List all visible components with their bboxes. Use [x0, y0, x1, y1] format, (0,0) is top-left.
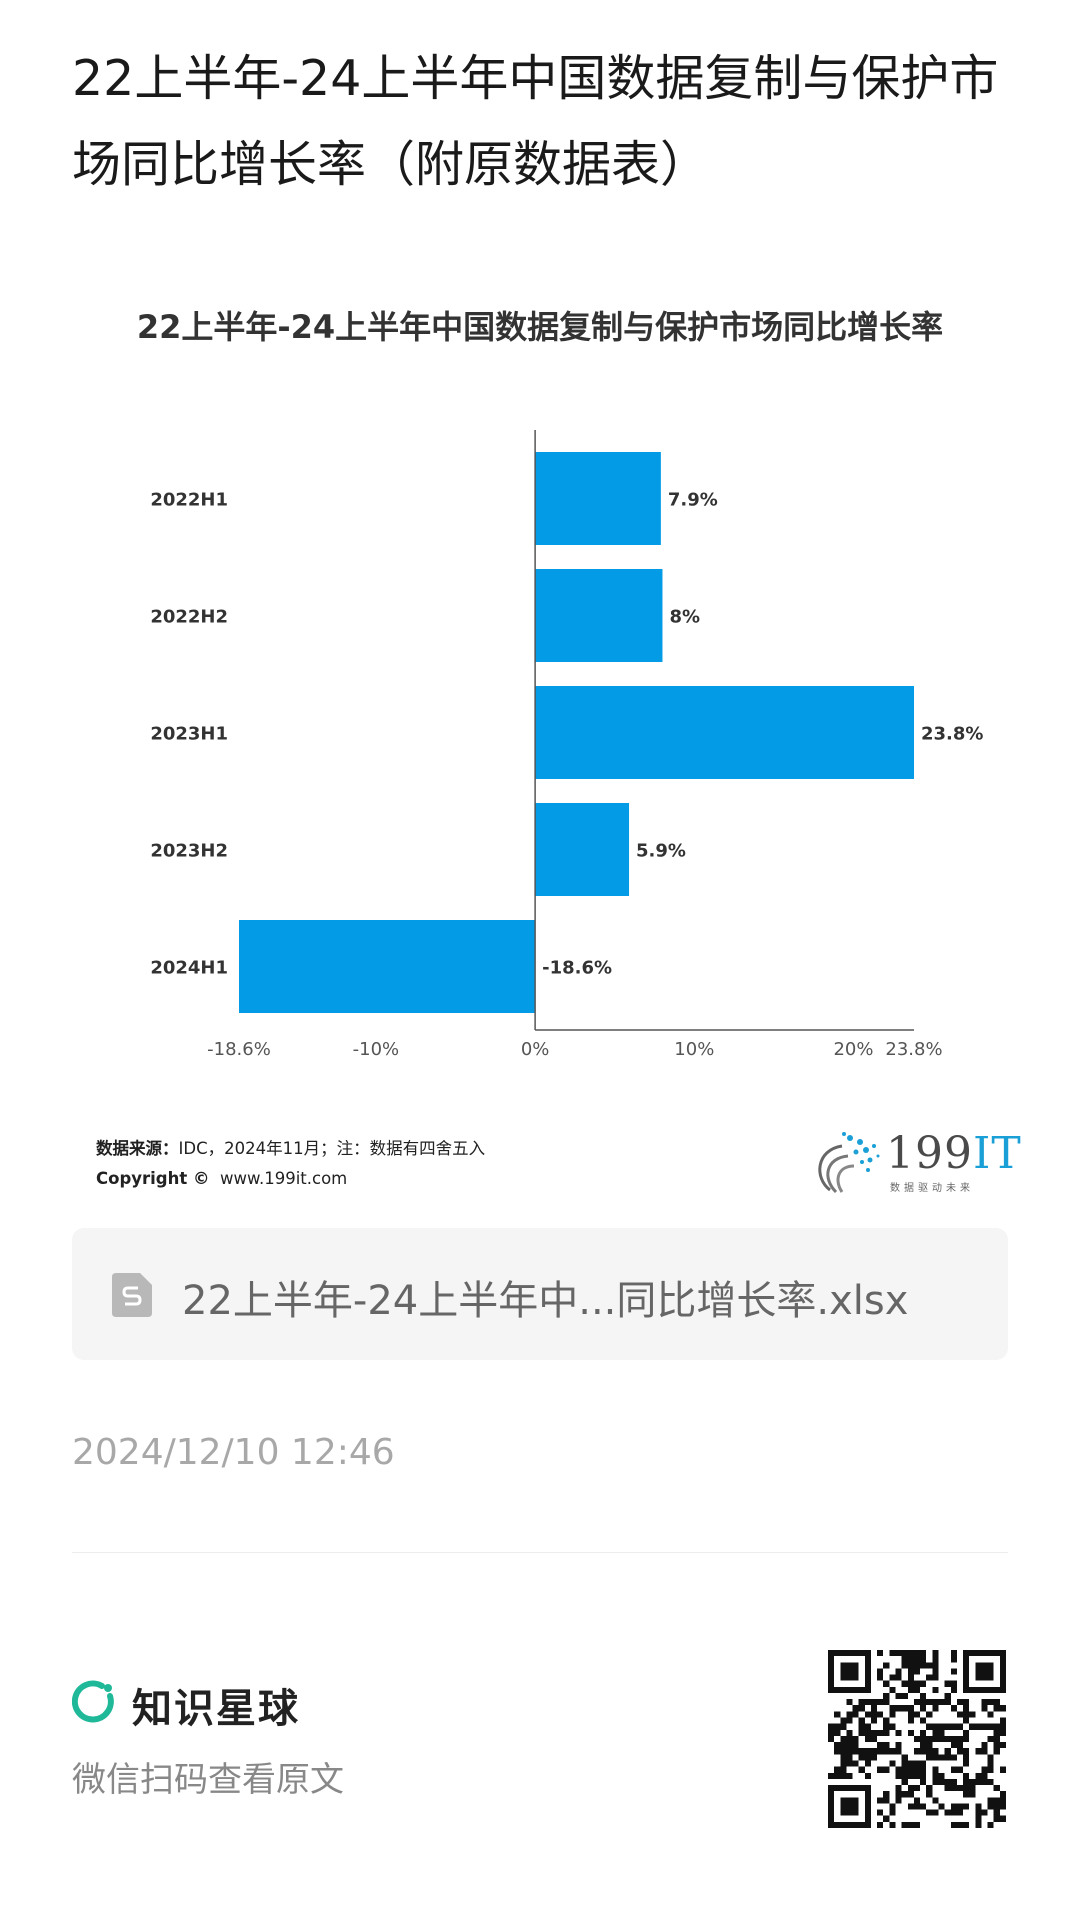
x-tick-label: 23.8% — [885, 1039, 942, 1060]
bar — [535, 569, 663, 662]
x-tick-label: 10% — [674, 1039, 714, 1060]
category-label: 2022H1 — [150, 490, 228, 511]
qr-code-icon[interactable] — [828, 1650, 1006, 1828]
data-label: 23.8% — [921, 724, 983, 745]
x-tick-label: 0% — [521, 1039, 550, 1060]
copyright-label: Copyright © — [96, 1169, 210, 1188]
x-tick-label: -18.6% — [207, 1039, 271, 1060]
x-tick-label: 20% — [833, 1039, 873, 1060]
divider — [72, 1552, 1008, 1553]
source-note: 数据来源：IDC，2024年11月；注：数据有四舍五入 Copyright © … — [96, 1134, 485, 1194]
chart-title: 22上半年-24上半年中国数据复制与保护市场同比增长率 — [136, 308, 944, 346]
logo-wordmark: 199IT — [886, 1128, 1022, 1179]
logo-suffix: IT — [972, 1128, 1022, 1179]
data-label: -18.6% — [542, 958, 612, 979]
data-label: 8% — [669, 607, 700, 628]
x-tick-label: -10% — [353, 1039, 400, 1060]
copyright-url: www.199it.com — [220, 1169, 348, 1188]
source-text: IDC，2024年11月；注：数据有四舍五入 — [178, 1139, 486, 1158]
category-label: 2023H1 — [150, 724, 228, 745]
bar — [535, 803, 630, 896]
zsxq-logo-icon — [72, 1680, 114, 1723]
scan-instruction: 微信扫码查看原文 — [72, 1760, 344, 1800]
bar-chart: 2022H1 7.9% 2022H2 8% 2023H1 23.8% 2023H2 5.9% 2… — [150, 430, 983, 1060]
attachment-card[interactable]: 22上半年-24上半年中...同比增长率.xlsx — [72, 1228, 1008, 1360]
dots-logo-icon — [818, 1132, 880, 1194]
data-label: 5.9% — [636, 841, 686, 862]
category-label: 2024H1 — [150, 958, 228, 979]
category-label: 2023H2 — [150, 841, 228, 862]
bar — [535, 452, 661, 545]
source-label: 数据来源： — [96, 1139, 179, 1158]
bar — [239, 920, 536, 1013]
attachment-filename: 22上半年-24上半年中...同比增长率.xlsx — [182, 1278, 909, 1324]
data-label: 7.9% — [668, 490, 718, 511]
brand-name: 知识星球 — [132, 1686, 300, 1732]
199it-logo: 199IT 数据驱动未来 — [808, 1122, 1021, 1202]
logo-number: 199 — [886, 1128, 973, 1179]
post-title: 22上半年-24上半年中国数据复制与保护市场同比增长率（附原数据表） — [72, 50, 999, 193]
category-label: 2022H2 — [150, 607, 228, 628]
spreadsheet-file-icon — [112, 1273, 152, 1317]
bar — [535, 686, 914, 779]
logo-slogan: 数据驱动未来 — [890, 1183, 974, 1194]
post-timestamp: 2024/12/10 12:46 — [72, 1432, 395, 1473]
